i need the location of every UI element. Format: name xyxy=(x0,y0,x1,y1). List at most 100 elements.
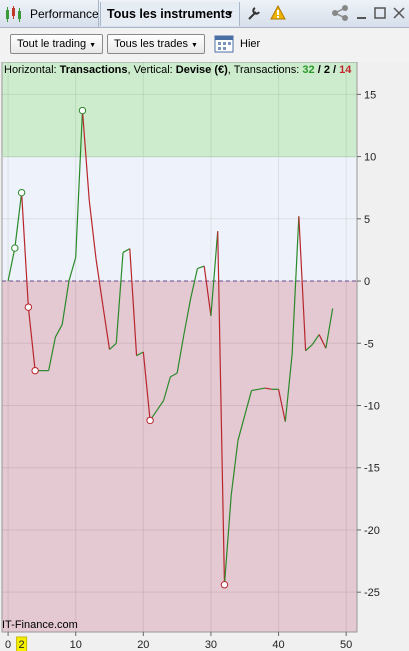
dropdown-label: Tous les trades xyxy=(114,38,188,50)
dropdown-label: Tout le trading xyxy=(17,38,87,50)
extreme-marker xyxy=(78,106,87,115)
equity-segment xyxy=(88,200,97,259)
equity-segment xyxy=(102,304,111,350)
header-label: , Vertical: xyxy=(127,64,176,76)
x-tick-label: 40 xyxy=(272,639,284,651)
equity-segment xyxy=(264,387,272,390)
extreme-marker xyxy=(220,581,229,589)
equity-segment xyxy=(21,192,29,308)
app-icon xyxy=(6,6,21,22)
equity-segment xyxy=(142,351,151,421)
header-label: Horizontal: xyxy=(4,64,60,76)
extreme-marker xyxy=(17,188,26,197)
equity-segment xyxy=(156,400,165,411)
extreme-marker xyxy=(11,244,19,252)
header-value: Transactions xyxy=(59,64,128,76)
x-tick-label: 10 xyxy=(70,639,82,651)
neutral-zone xyxy=(2,156,357,282)
losses-count: 14 xyxy=(339,64,352,76)
separator: / xyxy=(333,64,337,76)
equity-segment xyxy=(7,247,16,282)
dropdown-arrow: ▼ xyxy=(226,9,234,18)
equity-segment xyxy=(318,334,327,349)
x-tick-label: 50 xyxy=(340,639,352,651)
chart-header: Horizontal: Transactions, Vertical: Devi… xyxy=(4,64,351,76)
equity-segment xyxy=(183,298,192,335)
extreme-marker xyxy=(31,366,39,375)
equity-segment xyxy=(68,257,77,282)
equity-segment xyxy=(170,372,178,378)
equity-segment xyxy=(75,110,84,258)
equity-segment xyxy=(251,388,259,392)
equity-segment xyxy=(190,268,199,299)
tab-active[interactable]: Tous les instruments ▼ xyxy=(100,2,240,26)
y-tick-label: -20 xyxy=(364,525,380,537)
equity-segment xyxy=(291,216,300,355)
dropdown-arrow: ▼ xyxy=(89,42,97,49)
equity-segment xyxy=(54,324,63,338)
equity-segment xyxy=(163,376,171,401)
trading-dropdown[interactable]: Tout le trading ▼ xyxy=(10,34,104,54)
date-label[interactable]: Hier xyxy=(240,38,261,50)
equity-segment xyxy=(129,248,138,356)
filter-bar: Tout le trading ▼ Tous les trades ▼ Hier xyxy=(0,28,409,62)
warning-icon[interactable] xyxy=(270,5,286,21)
equity-segment xyxy=(81,110,90,201)
equity-segment xyxy=(298,216,307,351)
equity-segment xyxy=(95,258,104,305)
equity-segment xyxy=(237,415,246,441)
watermark: IT-Finance.com xyxy=(2,619,78,631)
equity-segment xyxy=(258,387,266,390)
trades-dropdown[interactable]: Tous les trades ▼ xyxy=(107,34,205,54)
wins-count: 32 xyxy=(302,64,315,76)
equity-segment xyxy=(244,390,253,416)
plot-frame xyxy=(1,62,358,633)
equity-segment xyxy=(61,280,70,325)
dropdown-arrow: ▼ xyxy=(191,42,198,49)
y-tick-label: 5 xyxy=(364,214,370,226)
equity-segment xyxy=(136,351,144,357)
y-tick-label: -10 xyxy=(364,400,380,412)
equity-segment xyxy=(223,495,232,585)
x-tick-label: 20 xyxy=(137,639,149,651)
equity-segment xyxy=(176,334,185,374)
x-tick-label: 0 xyxy=(5,639,11,651)
extreme-marker xyxy=(24,303,33,311)
equity-segment xyxy=(305,344,313,352)
equity-segment xyxy=(122,248,131,253)
y-tick-label: 15 xyxy=(364,89,376,101)
header-value: Devise (€) xyxy=(175,64,228,76)
equity-segment xyxy=(109,342,117,350)
tab-label: Tous les instruments xyxy=(107,7,232,21)
equity-segment xyxy=(210,231,219,316)
header-label: , Transactions: xyxy=(227,64,303,76)
y-tick-label: -25 xyxy=(364,587,380,599)
window-controls[interactable] xyxy=(356,6,406,20)
equity-segment xyxy=(197,265,205,270)
y-tick-label: -15 xyxy=(364,463,380,475)
equity-segment xyxy=(14,192,23,249)
toolbar: Performance Tous les instruments ▼ xyxy=(0,0,409,28)
equity-segment xyxy=(277,389,286,422)
equity-segment xyxy=(284,354,293,422)
equity-segment xyxy=(230,440,239,496)
flat-count: 2 xyxy=(323,64,330,76)
loss-zone xyxy=(2,281,357,632)
equity-segment xyxy=(217,231,226,585)
profit-zone xyxy=(2,62,357,157)
equity-segment xyxy=(48,336,57,371)
equity-segment xyxy=(311,334,320,345)
tab[interactable]: Performance xyxy=(30,7,99,21)
separator: / xyxy=(317,64,321,76)
wrench-icon[interactable] xyxy=(246,5,262,21)
calendar-icon[interactable] xyxy=(214,33,236,55)
equity-segment xyxy=(27,307,36,371)
highlight-label: 2 xyxy=(19,639,25,651)
y-tick-label: 10 xyxy=(364,152,376,164)
extreme-marker xyxy=(146,416,154,425)
share-icon[interactable] xyxy=(331,4,349,22)
separator xyxy=(98,0,99,28)
x-tick-label: 30 xyxy=(205,639,217,651)
y-tick-label: -5 xyxy=(364,338,374,350)
